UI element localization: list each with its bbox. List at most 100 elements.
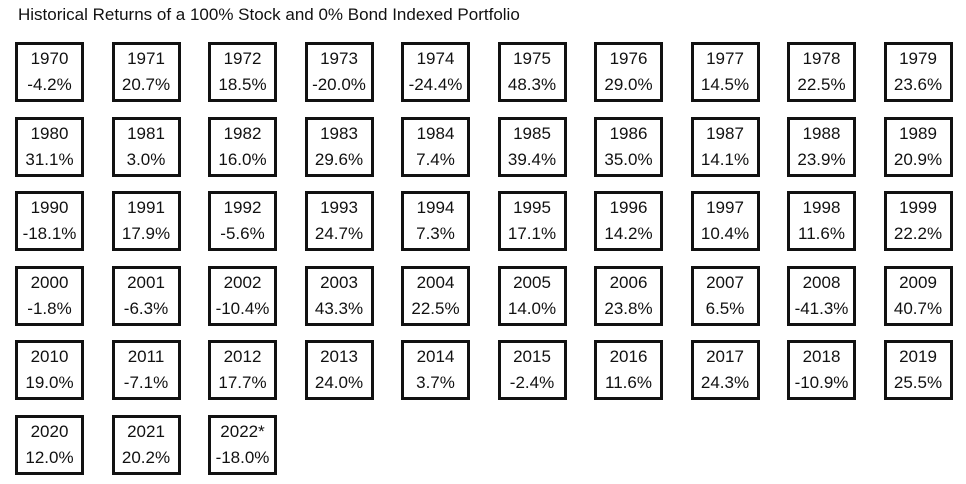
year-return-cell: 1988 23.9% <box>787 116 856 177</box>
year-return-cell: 2011 -7.1% <box>111 340 181 400</box>
return-value: 24.3% <box>700 373 750 392</box>
return-value: 22.5% <box>411 298 460 318</box>
return-value: 17.7% <box>218 373 267 392</box>
year-return-cell: 1986 35.0% <box>594 116 663 177</box>
return-value: 18.5% <box>218 75 267 94</box>
year-label: 1993 <box>320 198 358 217</box>
year-label: 1992 <box>223 198 262 217</box>
year-return-cell: 1980 31.1% <box>15 116 84 177</box>
year-return-cell: 1977 14.5% <box>690 42 760 102</box>
return-value: -10.9% <box>794 373 849 392</box>
year-label: 1975 <box>513 49 551 68</box>
year-label: 1983 <box>320 123 358 143</box>
return-value: 43.3% <box>314 298 364 318</box>
year-return-cell: 2007 6.5% <box>690 265 760 326</box>
year-label: 1995 <box>513 198 551 217</box>
return-value: 17.1% <box>507 224 557 243</box>
year-label: 2013 <box>320 347 358 366</box>
year-label: 2010 <box>30 347 69 366</box>
return-value: -18.1% <box>22 224 77 243</box>
year-return-cell: 1987 14.1% <box>690 116 760 177</box>
year-label: 2012 <box>223 347 262 366</box>
year-label: 2008 <box>802 272 841 292</box>
year-label: 2017 <box>706 347 744 366</box>
return-value: 14.2% <box>604 224 653 243</box>
page-title: Historical Returns of a 100% Stock and 0… <box>18 5 520 24</box>
year-label: 1977 <box>706 49 744 68</box>
year-label: 2019 <box>899 347 937 366</box>
year-label: 1986 <box>609 123 648 143</box>
return-value: 14.0% <box>507 298 557 318</box>
year-label: 1976 <box>609 49 648 68</box>
year-return-cell: 2001 -6.3% <box>111 265 181 326</box>
year-label: 2020 <box>30 421 69 441</box>
year-return-cell: 2012 17.7% <box>208 340 277 400</box>
year-label: 1979 <box>899 49 937 68</box>
return-value: 40.7% <box>893 298 943 318</box>
return-value: 20.9% <box>893 149 943 169</box>
year-label: 2004 <box>416 272 455 292</box>
year-label: 2002 <box>223 272 262 292</box>
return-value: 22.2% <box>893 224 943 243</box>
year-label: 2011 <box>127 347 165 366</box>
year-label: 1978 <box>802 49 841 68</box>
year-return-cell: 1995 17.1% <box>497 191 567 251</box>
year-return-cell: 2015 -2.4% <box>497 340 567 400</box>
return-value: 7.3% <box>416 224 455 243</box>
return-value: -6.3% <box>123 298 169 318</box>
year-label: 2021 <box>127 421 165 441</box>
year-label: 2016 <box>609 347 648 366</box>
year-return-cell: 1989 20.9% <box>883 116 953 177</box>
year-return-cell: 2008 -41.3% <box>787 265 856 326</box>
year-return-cell: 1972 18.5% <box>208 42 277 102</box>
year-return-cell: 1984 7.4% <box>401 116 470 177</box>
year-return-cell: 1994 7.3% <box>401 191 470 251</box>
year-return-cell: 2017 24.3% <box>690 340 760 400</box>
return-value: -1.8% <box>27 298 72 318</box>
year-return-cell: 1973 -20.0% <box>304 42 374 102</box>
year-label: 1994 <box>416 198 455 217</box>
year-label: 1997 <box>706 198 744 217</box>
year-label: 1972 <box>223 49 262 68</box>
year-return-cell: 1999 22.2% <box>883 191 953 251</box>
year-label: 1974 <box>416 49 455 68</box>
year-return-cell: 2018 -10.9% <box>787 340 856 400</box>
year-return-cell: 2022* -18.0% <box>208 414 277 475</box>
year-return-cell: 2000 -1.8% <box>15 265 84 326</box>
return-value: 48.3% <box>507 75 557 94</box>
return-value: 23.9% <box>797 149 846 169</box>
year-label: 1985 <box>513 123 551 143</box>
year-return-cell: 2009 40.7% <box>883 265 953 326</box>
year-return-cell: 1970 -4.2% <box>15 42 84 102</box>
year-return-cell: 2004 22.5% <box>401 265 470 326</box>
year-return-cell: 1993 24.7% <box>304 191 374 251</box>
return-value: -5.6% <box>220 224 265 243</box>
return-value: 39.4% <box>507 149 557 169</box>
year-return-cell: 1979 23.6% <box>883 42 953 102</box>
year-return-cell: 2013 24.0% <box>304 340 374 400</box>
return-value: -7.1% <box>123 373 169 392</box>
year-return-cell: 1975 48.3% <box>497 42 567 102</box>
year-return-cell: 1998 11.6% <box>787 191 856 251</box>
year-return-cell: 2019 25.5% <box>883 340 953 400</box>
year-return-cell: 1976 29.0% <box>594 42 663 102</box>
year-return-cell: 2003 43.3% <box>304 265 374 326</box>
return-value: -41.3% <box>794 298 849 318</box>
return-value: -2.4% <box>509 373 555 392</box>
year-label: 1998 <box>802 198 841 217</box>
year-label: 1987 <box>706 123 744 143</box>
return-value: 23.6% <box>893 75 943 94</box>
return-value: 3.7% <box>416 373 455 392</box>
year-return-cell: 2016 11.6% <box>594 340 663 400</box>
year-return-cell: 1992 -5.6% <box>208 191 277 251</box>
year-return-cell: 2014 3.7% <box>401 340 470 400</box>
year-return-cell: 1990 -18.1% <box>15 191 84 251</box>
year-label: 1984 <box>416 123 455 143</box>
year-return-cell: 1997 10.4% <box>690 191 760 251</box>
year-return-cell: 1981 3.0% <box>111 116 181 177</box>
return-value: -20.0% <box>312 75 366 94</box>
year-return-cell: 1991 17.9% <box>111 191 181 251</box>
year-return-cell: 2005 14.0% <box>497 265 567 326</box>
return-value: 10.4% <box>700 224 750 243</box>
return-value: 11.6% <box>605 373 652 392</box>
